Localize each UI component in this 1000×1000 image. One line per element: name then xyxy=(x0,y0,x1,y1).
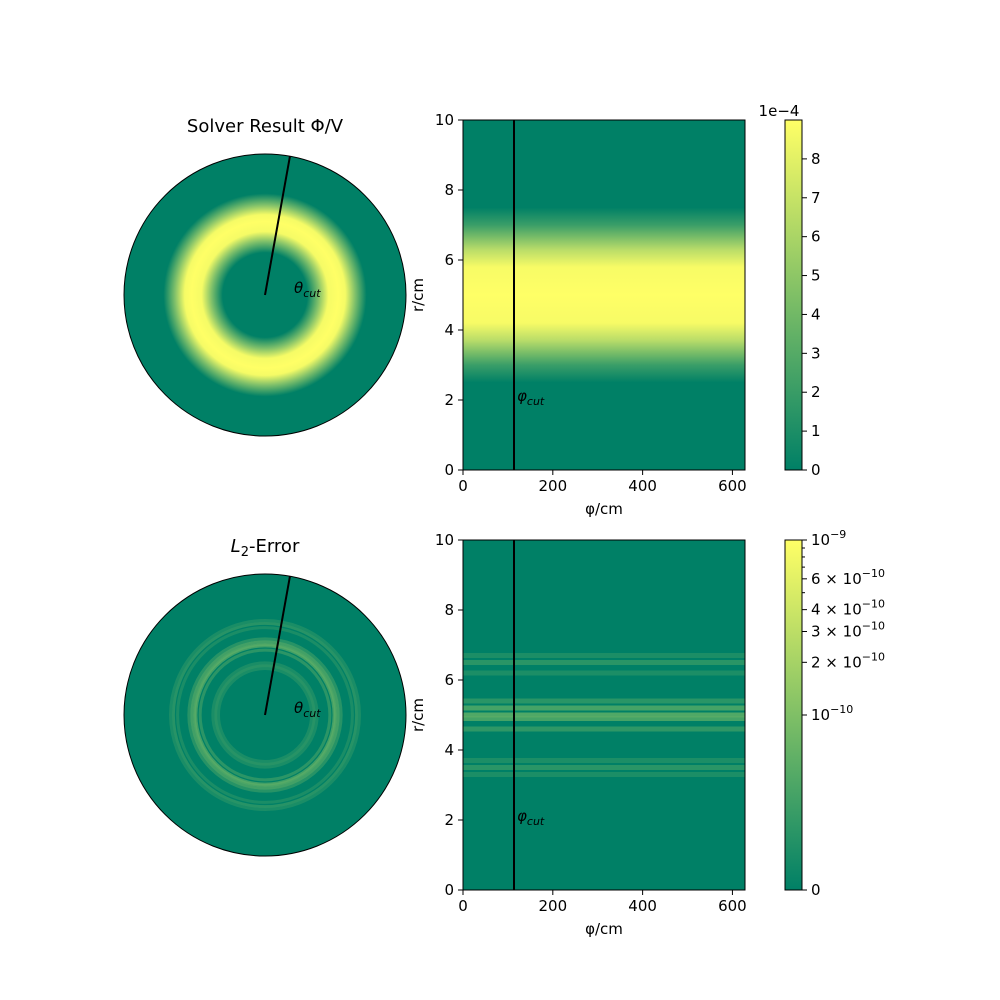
top-y-tick-label: 0 xyxy=(444,461,454,479)
top-phi-label: φcut xyxy=(517,387,545,408)
bottom-colorbar-tick-label: 10−10 xyxy=(811,703,853,724)
top-x-axis-ticks: 0 200 400 600 xyxy=(458,470,747,495)
top-colorbar-tick-label: 4 xyxy=(811,305,821,323)
bottom-colorbar-tick-label: 4 × 10−10 xyxy=(811,598,885,619)
top-y-tick-label: 2 xyxy=(444,391,454,409)
bottom-y-tick-label: 2 xyxy=(444,811,454,829)
bottom-error-rings xyxy=(169,619,361,811)
bottom-error-band xyxy=(463,765,745,770)
top-colorbar-tick-label: 5 xyxy=(811,267,821,285)
top-colorbar: 0 1 2 3 4 5 6 7 8 1e−4 xyxy=(759,102,821,479)
top-y-tick-label: 6 xyxy=(444,251,454,269)
top-x-tick-label: 400 xyxy=(628,477,657,495)
bottom-colorbar-tick-label: 10−9 xyxy=(811,528,846,549)
top-x-tick-label: 600 xyxy=(718,477,747,495)
top-heatmap-field xyxy=(463,120,745,470)
bottom-error-band xyxy=(463,716,745,721)
bottom-colorbar-tick-label: 2 × 10−10 xyxy=(811,650,885,671)
bottom-error-ring xyxy=(187,637,343,793)
top-colorbar-tick-label: 6 xyxy=(811,228,821,246)
bottom-colorbar-tick-label: 0 xyxy=(811,881,821,899)
top-theta-label: θcut xyxy=(294,279,321,300)
bottom-error-ring xyxy=(171,621,359,809)
top-colorbar-tick-label: 3 xyxy=(811,344,821,362)
bottom-error-band xyxy=(463,670,745,676)
bottom-colorbar-gradient xyxy=(784,539,803,891)
bottom-x-tick-label: 200 xyxy=(538,897,567,915)
bottom-error-bands xyxy=(463,653,745,777)
bottom-y-tick-label: 0 xyxy=(444,881,454,899)
top-colorbar-tick-label: 2 xyxy=(811,383,821,401)
bottom-error-ring xyxy=(190,640,340,790)
bottom-right-heatmap-panel: φcut 0 200 400 600 0 2 4 6 8 10 φ/cm r/cm xyxy=(409,531,747,938)
bottom-x-axis-label: φ/cm xyxy=(585,920,623,938)
bottom-error-ring xyxy=(198,648,332,782)
bottom-y-tick-label: 8 xyxy=(444,601,454,619)
bottom-theta-label: θcut xyxy=(294,699,321,720)
bottom-y-tick-label: 10 xyxy=(435,531,454,549)
bottom-error-band xyxy=(463,653,745,658)
top-colorbar-tick-label: 8 xyxy=(811,150,821,168)
top-colorbar-tick-label: 7 xyxy=(811,189,821,207)
top-y-tick-label: 8 xyxy=(444,181,454,199)
bottom-colorbar: 0 10−10 2 × 10−10 3 × 10−104 × 10−10 6 × 10−… xyxy=(784,528,885,899)
bottom-error-band xyxy=(463,698,745,704)
top-x-tick-label: 0 xyxy=(458,477,468,495)
bottom-error-band xyxy=(463,758,745,763)
top-colorbar-offset: 1e−4 xyxy=(759,102,800,120)
bottom-error-band xyxy=(463,726,745,732)
bottom-y-axis-ticks: 0 2 4 6 8 10 xyxy=(435,531,463,899)
bottom-theta-cut-line xyxy=(264,575,291,716)
top-colorbar-ticks: 0 1 2 3 4 5 6 7 8 xyxy=(802,150,821,479)
top-colorbar-tick-label: 0 xyxy=(811,461,821,479)
top-y-tick-label: 4 xyxy=(444,321,454,339)
bottom-left-polar-panel: L2-Error θcut xyxy=(123,536,407,857)
top-x-axis-label: φ/cm xyxy=(585,500,623,518)
top-title: Solver Result Φ/V xyxy=(187,116,344,137)
top-colorbar-tick-label: 1 xyxy=(811,422,821,440)
bottom-y-axis-label: r/cm xyxy=(409,698,427,732)
top-heatmap-frame xyxy=(462,119,746,471)
top-right-heatmap-panel: φcut 0 200 400 600 0 2 4 6 8 10 φ/cm r/cm xyxy=(409,111,747,518)
bottom-heatmap-frame xyxy=(462,539,746,891)
top-y-axis-label: r/cm xyxy=(409,278,427,312)
bottom-error-ring xyxy=(193,643,337,787)
top-x-tick-label: 200 xyxy=(538,477,567,495)
bottom-error-ring xyxy=(214,664,316,766)
bottom-error-band xyxy=(463,712,745,718)
bottom-phi-label: φcut xyxy=(517,807,545,828)
bottom-x-tick-label: 600 xyxy=(718,897,747,915)
bottom-colorbar-ticks: 0 10−10 2 × 10−10 3 × 10−104 × 10−10 6 × 10−… xyxy=(802,528,885,899)
bottom-title: L2-Error xyxy=(231,536,300,560)
bottom-error-ring xyxy=(176,626,354,804)
bottom-y-tick-label: 6 xyxy=(444,671,454,689)
bottom-x-axis-ticks: 0 200 400 600 xyxy=(458,890,747,915)
top-colorbar-gradient xyxy=(784,119,803,471)
top-left-polar-panel: Solver Result Φ/V θcut xyxy=(123,116,407,437)
top-y-axis-ticks: 0 2 4 6 8 10 xyxy=(435,111,463,479)
bottom-colorbar-tick-label: 3 × 10−10 xyxy=(811,620,885,641)
bottom-error-band xyxy=(463,705,745,711)
bottom-y-tick-label: 4 xyxy=(444,741,454,759)
top-y-tick-label: 10 xyxy=(435,111,454,129)
bottom-error-ring xyxy=(211,661,319,769)
bottom-x-tick-label: 400 xyxy=(628,897,657,915)
bottom-x-tick-label: 0 xyxy=(458,897,468,915)
bottom-colorbar-tick-label: 6 × 10−10 xyxy=(811,567,885,588)
bottom-error-band xyxy=(463,772,745,777)
bottom-error-band xyxy=(463,660,745,665)
top-theta-cut-line xyxy=(264,155,291,296)
bottom-error-ring xyxy=(169,619,361,811)
bottom-error-ring xyxy=(216,666,314,764)
